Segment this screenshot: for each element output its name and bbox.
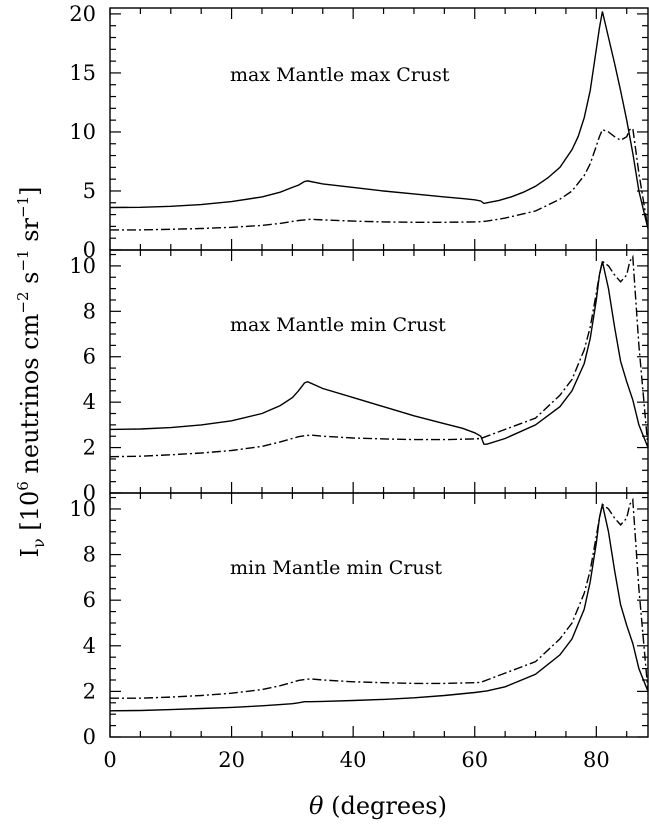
y-tick-label: 8 <box>83 299 96 323</box>
x-axis-label-rest: (degrees) <box>323 792 446 820</box>
y-axis-label-open: [10 <box>16 491 44 539</box>
panel-annotation: min Mantle min Crust <box>230 557 442 579</box>
dash-dot-series-line <box>110 497 649 699</box>
y-axis-label-mid2: s <box>16 272 44 292</box>
y-tick-label: 10 <box>69 120 96 144</box>
solid-series-line <box>109 261 649 448</box>
x-axis-label: θ (degrees) <box>309 792 447 820</box>
solid-series-line <box>109 11 649 229</box>
y-axis-label-sub: ν <box>29 538 48 548</box>
panel-frame <box>109 249 649 494</box>
panel-1: 0 5 10 15 20 max Mantle max Crust <box>69 2 649 262</box>
y-tick-label: 0 <box>83 725 96 749</box>
dash-dot-series-line <box>110 127 649 231</box>
y-tick-label: 15 <box>69 61 96 85</box>
y-tick-label: 10 <box>69 254 96 278</box>
y-axis-label-exp1: 6 <box>14 481 32 491</box>
y-axis-label-mid3: sr <box>16 217 44 249</box>
y-tick-label: 2 <box>83 679 96 703</box>
y-tick-label: 10 <box>69 497 96 521</box>
y-tick-label: 6 <box>83 345 96 369</box>
y-axis-label-exp4: −1 <box>14 196 32 218</box>
y-axis-label-close: ] <box>16 186 44 195</box>
y-axis-label-main: I <box>16 548 44 557</box>
y-tick-label: 5 <box>83 179 96 203</box>
panel-frame <box>109 7 649 251</box>
y-tick-label: 2 <box>83 436 96 460</box>
panel-2: 0 2 4 6 8 10 max Mantle min Crust <box>69 249 649 505</box>
panel-3: 0 2 4 6 8 10 0 20 40 60 80 min Mantle min Crust <box>69 492 649 772</box>
x-tick-label: 40 <box>340 748 367 772</box>
panel-annotation: max Mantle min Crust <box>230 314 446 336</box>
y-tick-label: 8 <box>83 543 96 567</box>
panel-annotation: max Mantle max Crust <box>230 64 450 86</box>
solid-series-line <box>109 504 649 712</box>
y-axis-label: Iν [106 neutrinos cm−2 s−1 sr−1] <box>14 186 48 557</box>
panel-frame <box>109 492 649 738</box>
y-tick-label: 0 <box>83 238 96 262</box>
x-tick-label: 80 <box>583 748 610 772</box>
y-axis-label-mid1: neutrinos cm <box>16 313 44 481</box>
x-axis-label-theta: θ <box>309 792 324 820</box>
y-axis-label-exp3: −1 <box>14 249 32 271</box>
y-tick-label: 0 <box>83 481 96 505</box>
x-tick-label: 60 <box>461 748 488 772</box>
dash-dot-series-line <box>109 254 649 458</box>
x-tick-label: 0 <box>103 748 116 772</box>
y-axis-label-exp2: −2 <box>14 291 32 313</box>
y-tick-label: 4 <box>83 390 96 414</box>
y-tick-label: 6 <box>83 588 96 612</box>
y-tick-label: 4 <box>83 634 96 658</box>
y-tick-label: 20 <box>69 2 96 26</box>
x-tick-label: 20 <box>218 748 245 772</box>
